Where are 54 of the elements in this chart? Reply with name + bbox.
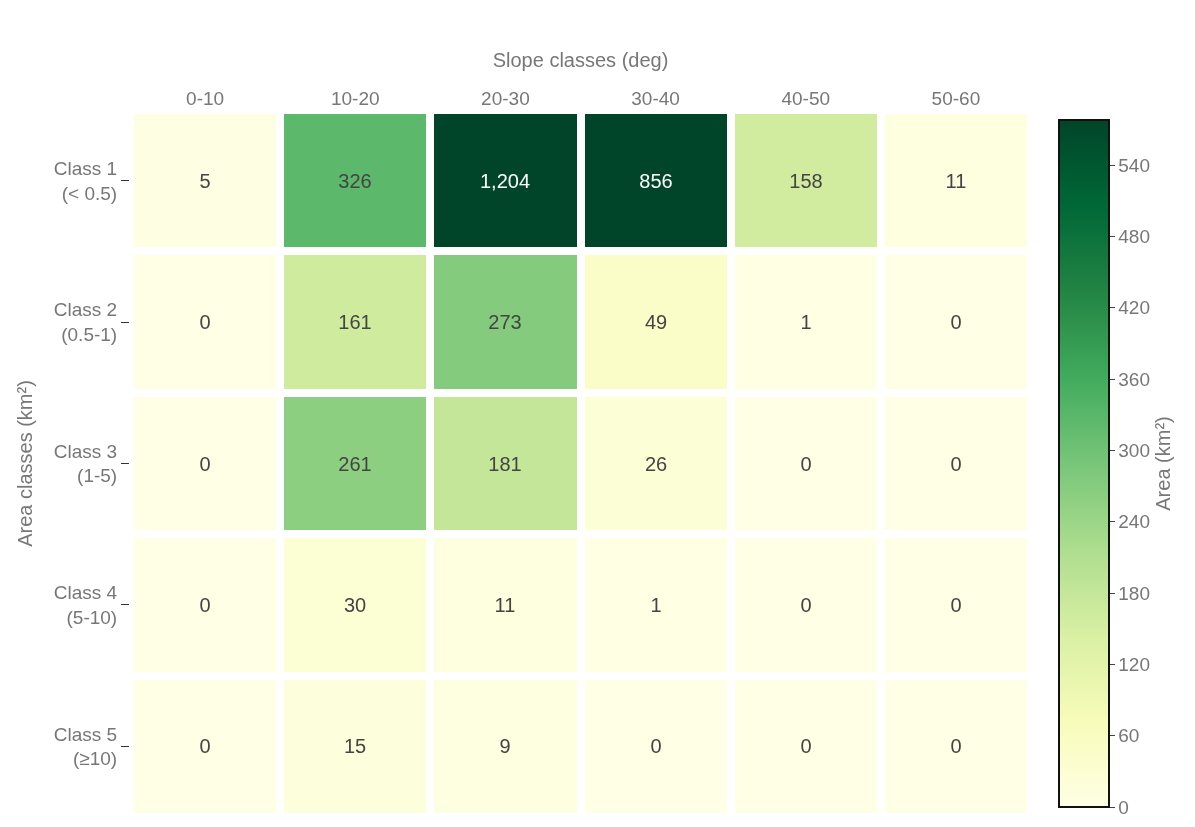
data-label: 181 (488, 453, 522, 475)
data-label: 0 (199, 311, 211, 333)
data-label: 49 (644, 311, 668, 333)
data-label: 856 (639, 170, 673, 192)
data-label: 11 (945, 170, 967, 192)
data-label: 26 (644, 453, 668, 475)
data-label: 0 (800, 735, 812, 757)
data-label: 0 (800, 594, 812, 616)
y-tick-label: Class 4 (5-10) (53, 582, 118, 628)
x-tick-label: 30-40 (631, 88, 680, 110)
x-tick-label: 50-60 (931, 88, 981, 110)
y-axis-title: Area classes (km²) (14, 380, 37, 547)
data-label: 0 (950, 453, 962, 475)
color-bar-label: 0 (1118, 796, 1129, 818)
y-tick-label: Class 1 (< 0.5) (53, 158, 118, 204)
color-bar-label: 300 (1118, 440, 1150, 462)
data-label: 161 (338, 311, 372, 333)
x-tick-label: 0-10 (186, 88, 225, 110)
data-label: 261 (338, 453, 372, 475)
data-label: 0 (950, 735, 962, 757)
x-tick-label: 40-50 (781, 88, 831, 110)
data-label: 5 (199, 170, 211, 192)
data-label: 0 (650, 735, 662, 757)
y-tick-label: Class 2 (0.5-1) (53, 299, 118, 346)
color-bar-label: 420 (1118, 297, 1150, 319)
color-bar-label: 240 (1118, 511, 1150, 533)
data-label: 15 (343, 735, 367, 757)
data-label: 158 (789, 170, 823, 192)
color-bar-label: 360 (1118, 368, 1150, 390)
data-label: 0 (800, 453, 812, 475)
data-label: 0 (950, 311, 962, 333)
color-bar-label: 480 (1118, 226, 1150, 248)
data-label: 0 (199, 453, 211, 475)
y-tick-label: Class 3 (1-5) (53, 440, 118, 487)
x-tick-label: 10-20 (330, 88, 380, 110)
data-label: 0 (199, 594, 211, 616)
color-bar-title: Area (km²) (1152, 416, 1174, 511)
color-bar-label: 540 (1118, 154, 1150, 176)
y-tick-label: Class 5 (≥10) (53, 723, 118, 770)
data-label: 273 (488, 311, 522, 333)
data-label: 326 (338, 170, 372, 192)
data-label: 1 (650, 594, 662, 616)
x-tick-label: 20-30 (481, 88, 530, 110)
data-label: 0 (950, 594, 962, 616)
color-bar-label: 120 (1118, 654, 1150, 676)
data-label: 9 (499, 735, 511, 757)
color-bar-label: 60 (1118, 725, 1140, 747)
data-label: 1,204 (479, 170, 531, 192)
color-bar-label: 180 (1118, 582, 1150, 604)
x-axis-title: Slope classes (deg) (492, 48, 669, 71)
data-label: 30 (343, 594, 367, 616)
data-label: 0 (199, 735, 211, 757)
data-label: 11 (494, 594, 516, 616)
data-label: 1 (800, 311, 812, 333)
